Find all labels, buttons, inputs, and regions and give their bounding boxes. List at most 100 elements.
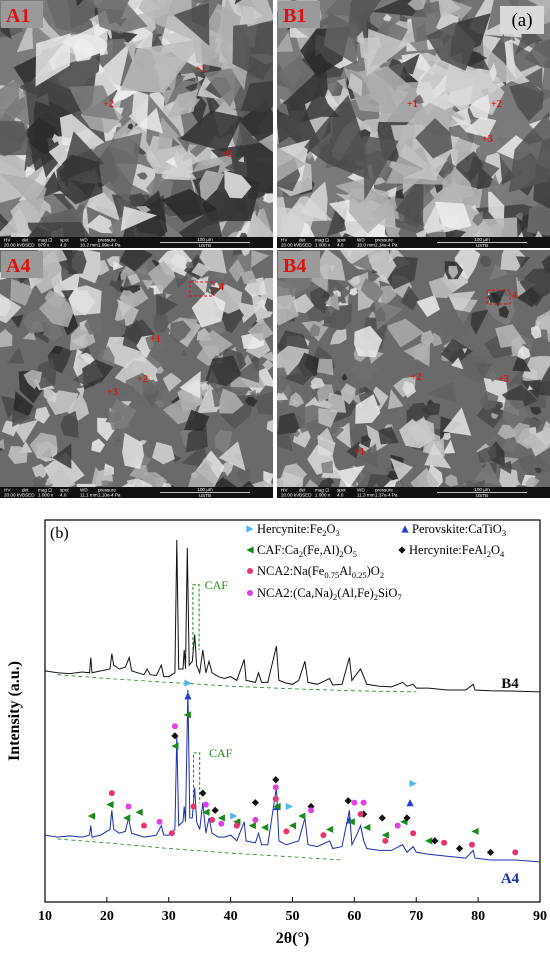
info-header: WD xyxy=(80,488,88,493)
grain xyxy=(116,299,133,318)
phase-marker xyxy=(486,848,495,856)
grain xyxy=(142,379,161,396)
grain xyxy=(433,309,473,336)
grain xyxy=(442,433,451,440)
grain xyxy=(426,381,457,404)
point-label: +3 xyxy=(498,374,509,385)
point-label: +2 xyxy=(103,99,114,110)
panel-a-label: (a) xyxy=(511,10,532,31)
point-label: +2 xyxy=(411,372,422,383)
grain xyxy=(318,408,339,428)
x-tick-label: 10 xyxy=(38,909,52,924)
phase-marker xyxy=(272,784,279,791)
grain xyxy=(82,359,114,390)
grain xyxy=(541,420,550,443)
panel-label-box xyxy=(278,251,320,278)
region-box xyxy=(486,289,511,305)
x-tick-label: 50 xyxy=(286,909,300,924)
grain xyxy=(172,453,182,463)
grain xyxy=(178,93,201,110)
info-value: 4.0 xyxy=(337,493,344,498)
grain xyxy=(10,314,24,329)
grain xyxy=(402,164,438,181)
grain xyxy=(479,391,499,411)
point-label: 4 xyxy=(219,282,224,293)
phase-marker xyxy=(261,823,269,832)
grain xyxy=(113,261,124,271)
legend-label-part: Hercynite:Fe xyxy=(257,522,323,536)
grain xyxy=(440,338,473,365)
grain xyxy=(32,475,47,491)
grain xyxy=(173,271,189,289)
grain xyxy=(121,401,132,409)
grain xyxy=(512,352,531,372)
grain xyxy=(37,250,68,266)
info-header: det xyxy=(299,238,306,243)
legend-label-part: 7 xyxy=(397,592,401,602)
panel-label-box xyxy=(1,251,43,278)
grain xyxy=(399,398,414,411)
panel-label: A4 xyxy=(6,255,30,277)
grain xyxy=(403,338,431,367)
grain xyxy=(173,2,210,47)
grain xyxy=(501,35,514,44)
grain xyxy=(360,278,384,304)
grain xyxy=(12,409,32,427)
x-axis-label: 2θ(°) xyxy=(276,930,309,947)
grain xyxy=(495,324,527,348)
grain xyxy=(91,438,105,453)
phase-marker xyxy=(285,802,294,811)
grain xyxy=(23,369,43,390)
grain xyxy=(523,38,550,69)
grain xyxy=(534,467,542,474)
grain xyxy=(214,429,233,454)
grain xyxy=(122,432,145,470)
panel-label-box xyxy=(1,1,43,28)
grain xyxy=(145,175,174,201)
info-value: 1.10e-4 Pa xyxy=(98,493,121,498)
grain xyxy=(387,388,404,410)
phase-marker xyxy=(357,811,364,818)
grain xyxy=(126,478,138,489)
grain xyxy=(415,118,453,159)
grain xyxy=(536,277,549,292)
info-header: mag ⊡ xyxy=(315,488,329,493)
grain xyxy=(472,211,484,227)
grain xyxy=(354,325,383,358)
grain xyxy=(262,359,273,371)
phase-marker xyxy=(344,797,352,805)
grain xyxy=(316,427,336,446)
legend-label: NCA2:(Ca,Na)2(Al,Fe)2SiO7 xyxy=(257,586,402,602)
grain xyxy=(25,166,35,178)
grain xyxy=(428,92,459,111)
grain xyxy=(161,188,218,223)
info-header: pressure xyxy=(375,488,393,493)
grain xyxy=(299,82,340,123)
grain xyxy=(340,383,356,405)
grain xyxy=(240,81,273,113)
grain xyxy=(119,38,205,93)
phase-marker xyxy=(123,814,131,822)
phase-marker xyxy=(363,823,371,832)
grain xyxy=(153,314,169,333)
grain xyxy=(304,94,370,180)
grain xyxy=(531,325,542,339)
legend-label-part: O xyxy=(327,522,336,536)
grain xyxy=(516,453,550,479)
grain xyxy=(316,358,334,376)
lab-label: USTB xyxy=(476,243,488,248)
grain xyxy=(123,38,145,64)
phase-marker xyxy=(251,799,259,807)
info-header: HV xyxy=(281,488,288,493)
phase-marker xyxy=(326,825,334,834)
grain xyxy=(241,250,251,257)
legend-marker xyxy=(401,525,409,533)
grain xyxy=(29,432,58,459)
grain xyxy=(198,330,233,360)
legend-label-part: Hercynite:FeAl xyxy=(409,543,487,557)
phase-marker xyxy=(512,849,519,856)
annotation-bracket xyxy=(192,584,200,650)
